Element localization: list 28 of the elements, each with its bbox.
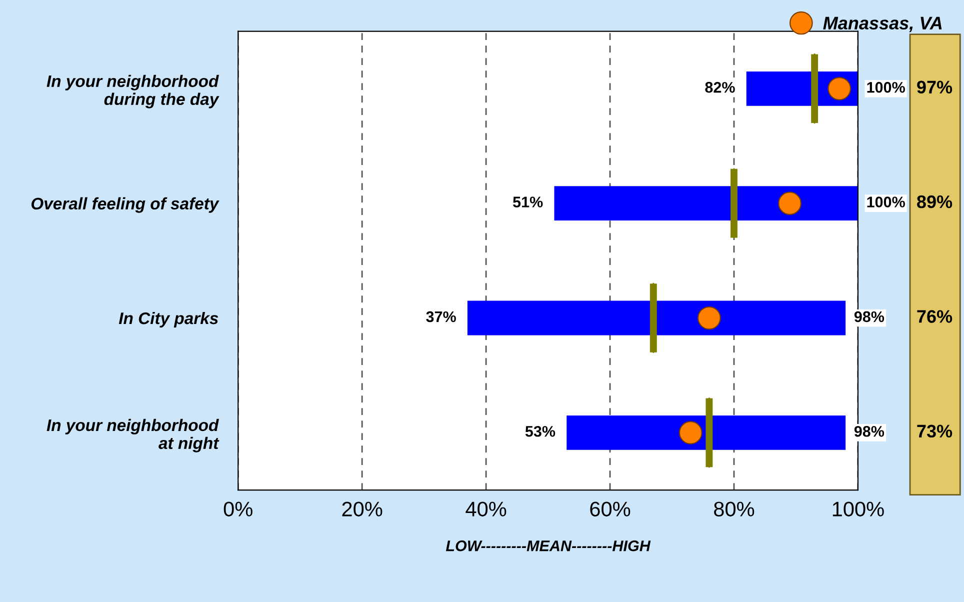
x-tick-label: 20% [342,502,382,516]
data-label: 76% [917,310,952,323]
data-label: 73% [917,424,952,438]
point [678,421,702,444]
point [698,306,721,330]
legend-label: Manassas, VA [823,16,942,32]
y-tick-label: In your neighborhood at night [46,418,220,452]
x-tick-label: 0% [224,502,252,516]
x-tick-label: 60% [590,502,630,516]
y-tick-label: In City parks [118,312,218,328]
y-tick-label: Overall feeling of safety [31,197,220,213]
annotation: 53% [525,426,556,437]
annotation: 37% [426,311,456,322]
x-tick-label: 40% [466,502,506,516]
data-label: 89% [917,195,952,208]
annotation: 51% [513,196,543,208]
x-tick-label: 80% [714,502,754,516]
point [778,192,802,215]
point [828,76,852,100]
x-tick-label: 100% [832,502,884,516]
annotation: 82% [705,82,735,93]
annotation: 98% [854,311,884,322]
annotation: 100% [867,82,905,93]
data-label: 97% [917,80,952,94]
x-axis-title: LOW---------MEAN--------HIGH [446,540,651,552]
annotation: 100% [867,196,905,208]
y-tick-label: In your neighborhood during the day [46,74,220,108]
annotation: 98% [854,426,884,437]
